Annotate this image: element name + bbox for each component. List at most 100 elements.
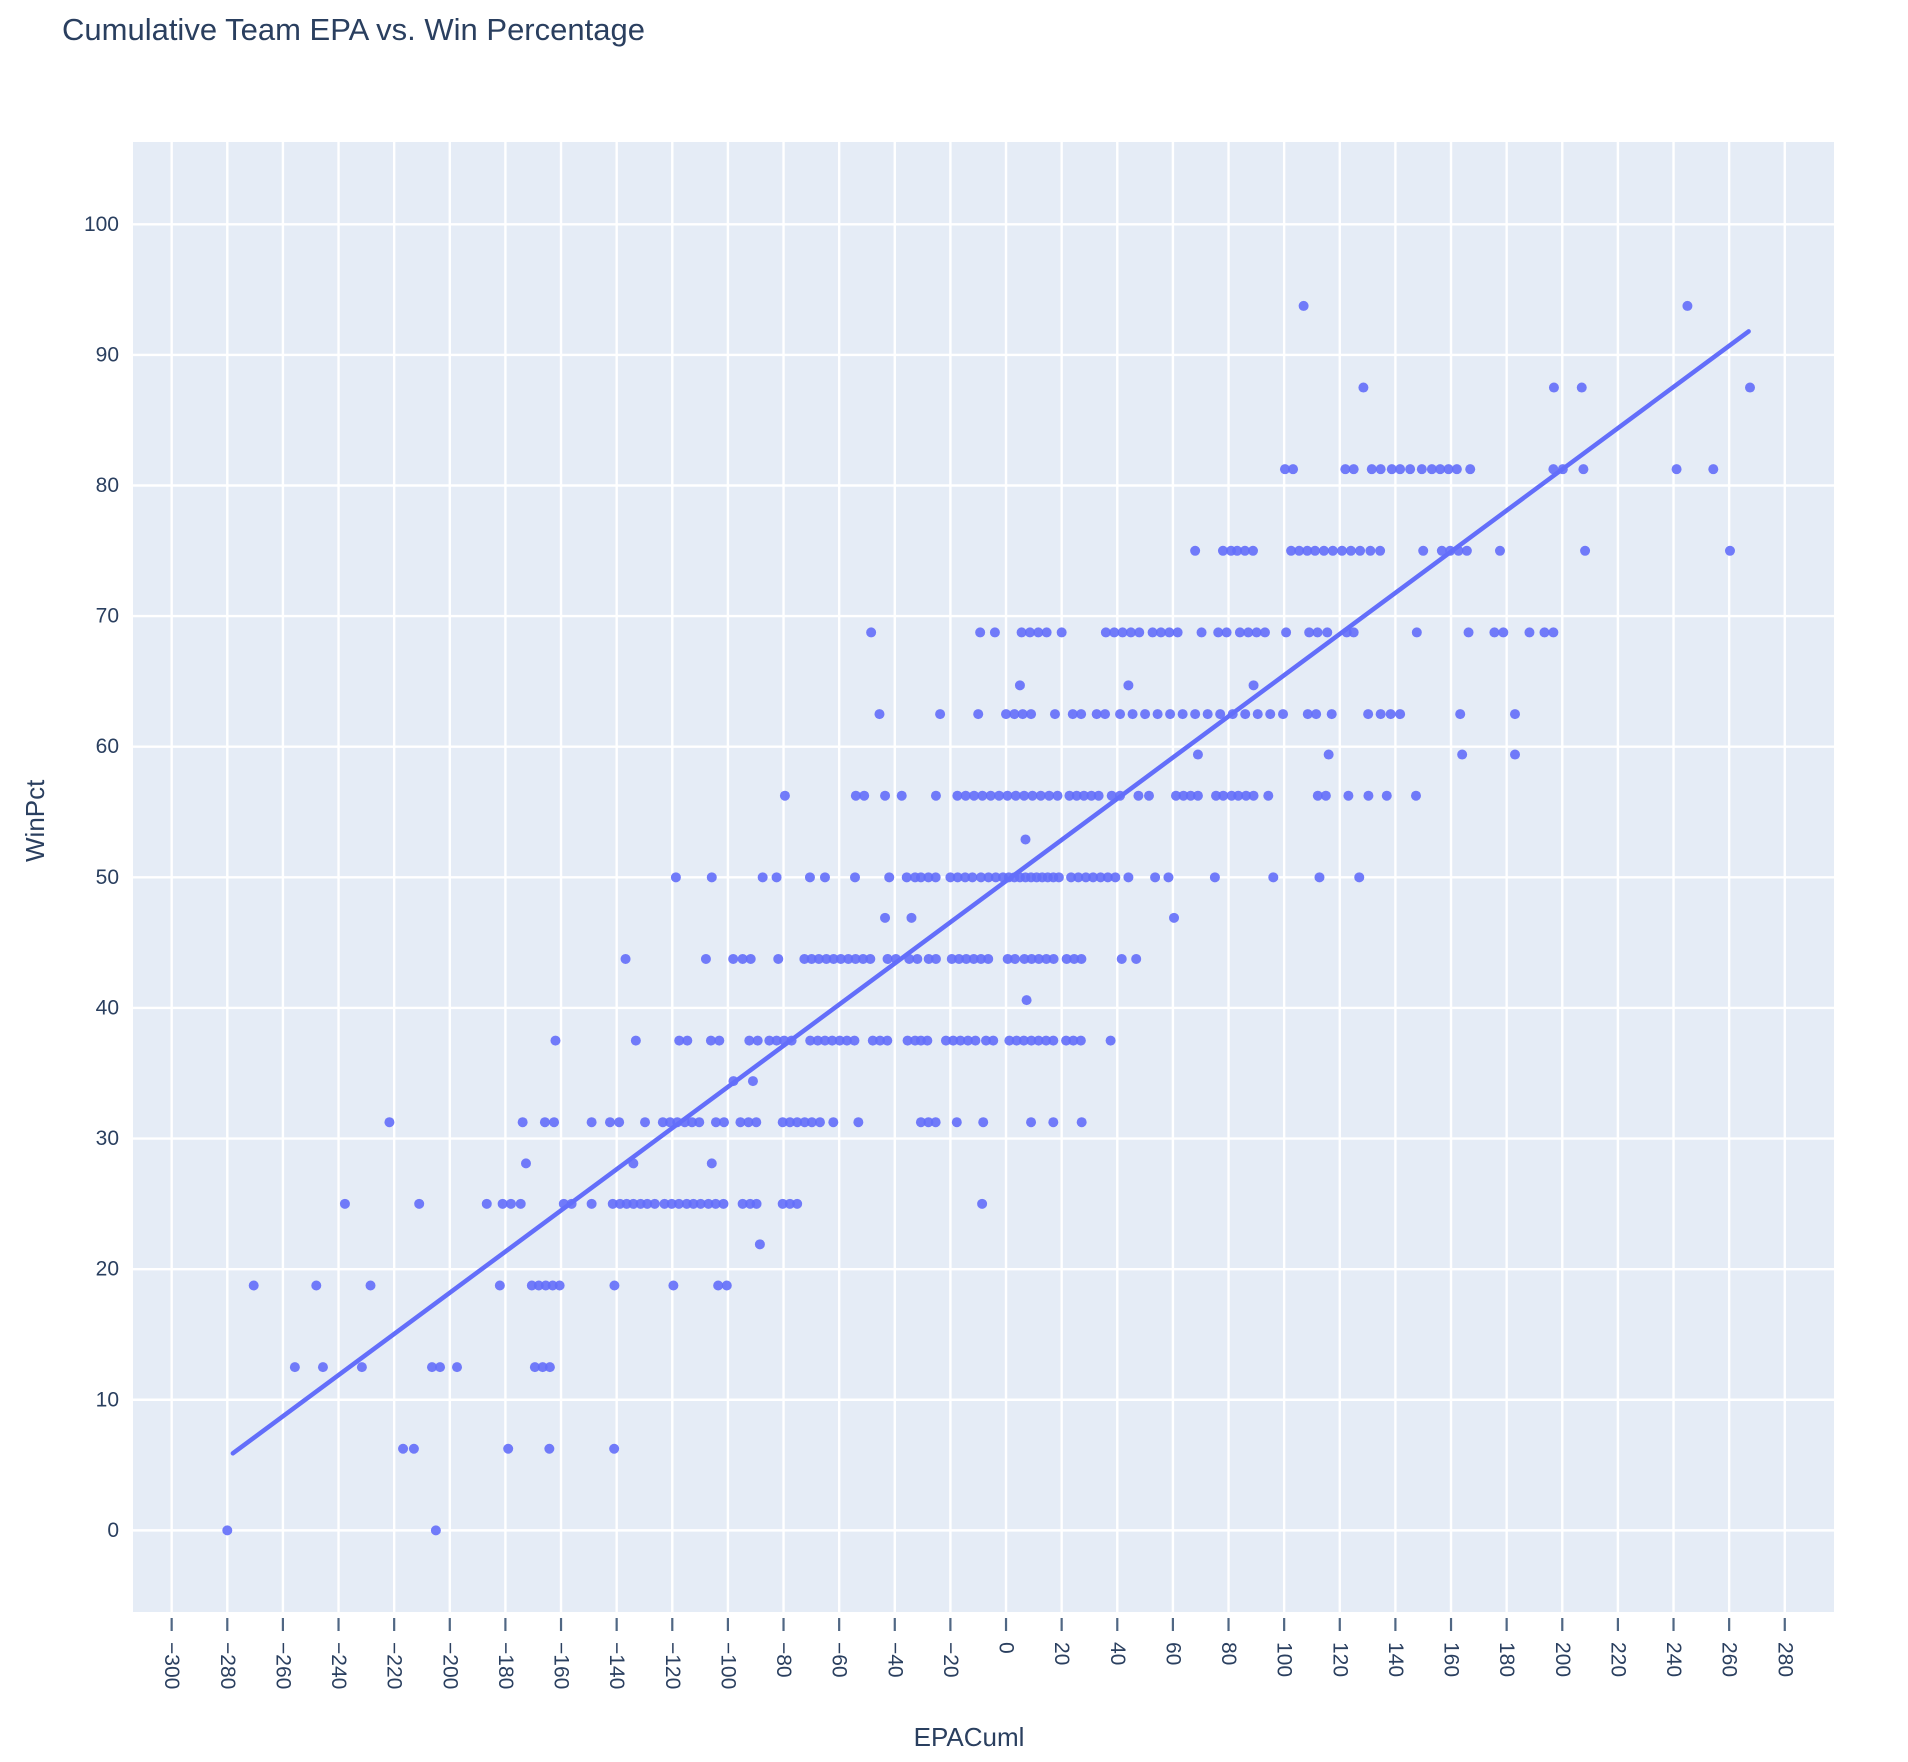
- data-point[interactable]: [757, 872, 768, 883]
- data-point[interactable]: [806, 1117, 817, 1128]
- data-point[interactable]: [1150, 872, 1161, 883]
- data-point[interactable]: [1217, 545, 1228, 556]
- data-point[interactable]: [1076, 1117, 1087, 1128]
- data-point[interactable]: [1009, 709, 1020, 720]
- data-point[interactable]: [1281, 627, 1292, 638]
- data-point[interactable]: [1155, 627, 1166, 638]
- data-point[interactable]: [884, 872, 895, 883]
- data-point[interactable]: [1061, 1035, 1072, 1046]
- data-point[interactable]: [764, 1035, 775, 1046]
- data-point[interactable]: [1340, 464, 1351, 475]
- data-point[interactable]: [843, 953, 854, 964]
- data-point[interactable]: [365, 1280, 376, 1291]
- data-point[interactable]: [1322, 627, 1333, 638]
- data-point[interactable]: [1076, 953, 1087, 964]
- data-point[interactable]: [784, 1117, 795, 1128]
- data-point[interactable]: [1011, 1035, 1022, 1046]
- data-point[interactable]: [1123, 872, 1134, 883]
- data-point[interactable]: [705, 1035, 716, 1046]
- data-point[interactable]: [841, 1035, 852, 1046]
- data-point[interactable]: [751, 1198, 762, 1209]
- data-point[interactable]: [1033, 953, 1044, 964]
- data-point[interactable]: [1221, 627, 1232, 638]
- data-point[interactable]: [960, 790, 971, 801]
- data-point[interactable]: [1243, 627, 1254, 638]
- data-point[interactable]: [1248, 790, 1259, 801]
- data-point[interactable]: [969, 790, 980, 801]
- data-point[interactable]: [1123, 680, 1134, 691]
- data-point[interactable]: [805, 1035, 816, 1046]
- data-point[interactable]: [1268, 872, 1279, 883]
- data-point[interactable]: [1035, 790, 1046, 801]
- data-point[interactable]: [1020, 834, 1031, 845]
- data-point[interactable]: [1405, 464, 1416, 475]
- data-point[interactable]: [1682, 300, 1693, 311]
- data-point[interactable]: [688, 1198, 699, 1209]
- data-point[interactable]: [813, 953, 824, 964]
- data-point[interactable]: [915, 1117, 926, 1128]
- data-point[interactable]: [1278, 709, 1289, 720]
- data-point[interactable]: [630, 1035, 641, 1046]
- data-point[interactable]: [1385, 709, 1396, 720]
- data-point[interactable]: [1366, 464, 1377, 475]
- data-point[interactable]: [713, 1280, 724, 1291]
- data-point[interactable]: [539, 1117, 550, 1128]
- data-point[interactable]: [289, 1362, 300, 1373]
- data-point[interactable]: [526, 1280, 537, 1291]
- data-point[interactable]: [1086, 790, 1097, 801]
- data-point[interactable]: [1178, 790, 1189, 801]
- data-point[interactable]: [951, 1117, 962, 1128]
- data-point[interactable]: [494, 1280, 505, 1291]
- data-point[interactable]: [1302, 709, 1313, 720]
- data-point[interactable]: [544, 1362, 555, 1373]
- data-point[interactable]: [1152, 709, 1163, 720]
- data-point[interactable]: [1259, 627, 1270, 638]
- data-point[interactable]: [1457, 749, 1468, 760]
- data-point[interactable]: [1100, 709, 1111, 720]
- data-point[interactable]: [1436, 545, 1447, 556]
- data-point[interactable]: [1125, 627, 1136, 638]
- data-point[interactable]: [784, 1198, 795, 1209]
- data-point[interactable]: [549, 1117, 560, 1128]
- data-point[interactable]: [728, 953, 739, 964]
- data-point[interactable]: [865, 953, 876, 964]
- data-point[interactable]: [1163, 872, 1174, 883]
- data-point[interactable]: [952, 790, 963, 801]
- data-point[interactable]: [961, 953, 972, 964]
- data-point[interactable]: [874, 709, 885, 720]
- data-point[interactable]: [1323, 749, 1334, 760]
- data-point[interactable]: [1576, 382, 1587, 393]
- data-point[interactable]: [668, 1280, 679, 1291]
- data-point[interactable]: [1211, 790, 1222, 801]
- data-point[interactable]: [792, 1198, 803, 1209]
- data-point[interactable]: [1314, 872, 1325, 883]
- data-point[interactable]: [540, 1280, 551, 1291]
- data-point[interactable]: [1026, 709, 1037, 720]
- data-point[interactable]: [743, 1117, 754, 1128]
- data-point[interactable]: [1018, 1035, 1029, 1046]
- data-point[interactable]: [1088, 872, 1099, 883]
- data-point[interactable]: [1053, 872, 1064, 883]
- data-point[interactable]: [505, 1198, 516, 1209]
- data-point[interactable]: [1455, 709, 1466, 720]
- data-point[interactable]: [1215, 709, 1226, 720]
- data-point[interactable]: [1218, 790, 1229, 801]
- data-point[interactable]: [792, 1117, 803, 1128]
- data-point[interactable]: [544, 1443, 555, 1454]
- data-point[interactable]: [659, 1198, 670, 1209]
- scatter-points[interactable]: [222, 300, 1756, 1536]
- data-point[interactable]: [901, 872, 912, 883]
- data-point[interactable]: [1509, 709, 1520, 720]
- data-point[interactable]: [771, 872, 782, 883]
- data-point[interactable]: [1026, 1035, 1037, 1046]
- data-point[interactable]: [1232, 545, 1243, 556]
- data-point[interactable]: [1027, 790, 1038, 801]
- data-point[interactable]: [703, 1198, 714, 1209]
- data-point[interactable]: [1435, 464, 1446, 475]
- data-point[interactable]: [614, 1117, 625, 1128]
- data-point[interactable]: [777, 1117, 788, 1128]
- data-point[interactable]: [714, 1035, 725, 1046]
- data-point[interactable]: [804, 872, 815, 883]
- data-point[interactable]: [814, 1117, 825, 1128]
